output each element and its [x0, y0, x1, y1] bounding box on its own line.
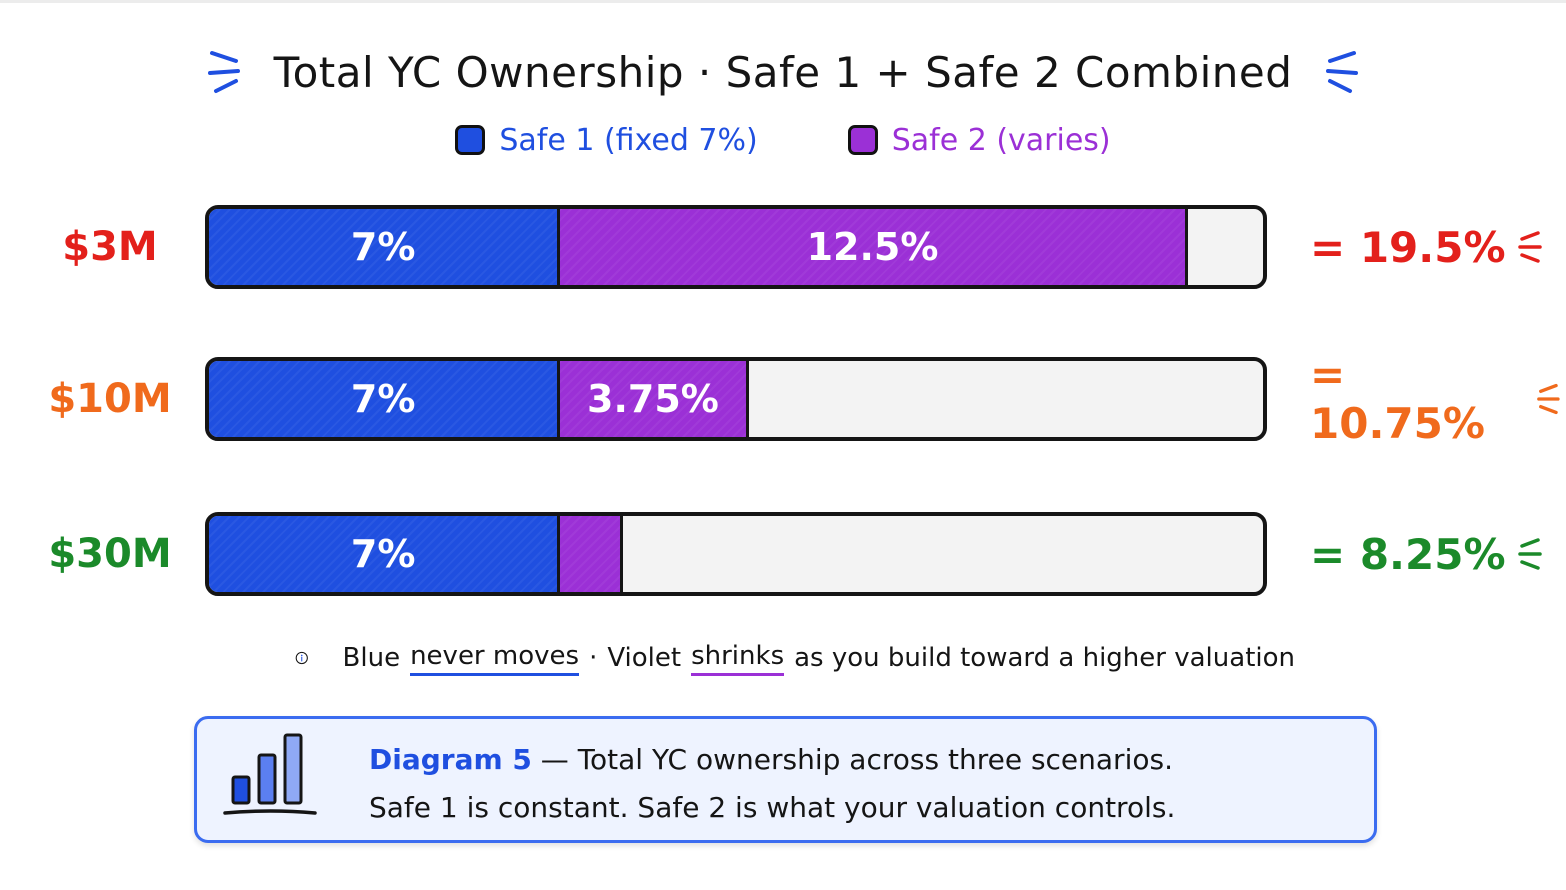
bar-value-label: 7%	[350, 377, 416, 421]
title-row: Total YC Ownership · Safe 1 + Safe 2 Com…	[0, 40, 1566, 104]
note-part-violet: Violet	[607, 643, 682, 673]
info-note: Blue never moves · Violet shrinks as you…	[295, 634, 1295, 682]
note-part-blue: Blue	[342, 643, 401, 673]
bar-segment-safe1: 7%	[209, 516, 561, 592]
bar-track: 7% 3.75%	[205, 357, 1267, 441]
bar-segment-safe1: 7%	[209, 361, 561, 437]
note-shrinks: shrinks	[691, 641, 785, 676]
legend-item-safe1: Safe 1 (fixed 7%)	[455, 122, 758, 158]
emphasis-spark-icon	[1537, 383, 1560, 415]
bar-value-label: 7%	[350, 225, 416, 269]
emphasis-spark-icon	[1517, 231, 1542, 263]
row-total: = 10.75%	[1310, 350, 1560, 448]
legend-label-safe1: Safe 1 (fixed 7%)	[499, 122, 758, 158]
bar-chart-icon	[223, 733, 317, 815]
row-total: = 19.5%	[1310, 212, 1560, 282]
row-label: $3M	[62, 224, 158, 270]
top-divider	[0, 0, 1566, 3]
caption-line-2: Safe 1 is constant. Safe 2 is what your …	[369, 791, 1176, 824]
row-total-value: = 19.5%	[1310, 222, 1506, 272]
info-icon	[295, 651, 308, 665]
row-total: = 8.25%	[1310, 519, 1560, 589]
legend-item-safe2: Safe 2 (varies)	[847, 122, 1111, 158]
chart-title: Total YC Ownership · Safe 1 + Safe 2 Com…	[273, 47, 1293, 97]
legend-swatch-safe1	[455, 125, 486, 155]
bar-segment-safe1: 7%	[209, 209, 561, 285]
bar-track: 7%	[205, 512, 1267, 596]
spark-right-icon	[1326, 51, 1359, 93]
bar-segment-safe2: 12.5%	[560, 209, 1188, 285]
spark-left-icon	[207, 51, 240, 93]
legend-swatch-safe2	[847, 125, 878, 155]
legend: Safe 1 (fixed 7%) Safe 2 (varies)	[0, 112, 1566, 168]
caption-line-1: Diagram 5 — Total YC ownership across th…	[369, 743, 1173, 776]
row-label: $10M	[48, 376, 172, 422]
note-text: Blue never moves · Violet shrinks as you…	[343, 641, 1295, 676]
row-label: $30M	[48, 531, 172, 577]
bar-segment-safe2	[560, 516, 624, 592]
caption-box: Diagram 5 — Total YC ownership across th…	[194, 716, 1377, 843]
row-total-value: = 8.25%	[1310, 529, 1506, 579]
note-separator: ·	[589, 643, 598, 673]
note-rest: as you build toward a higher valuation	[794, 643, 1295, 673]
bar-value-label: 3.75%	[587, 377, 719, 421]
emphasis-spark-icon	[1517, 538, 1542, 570]
caption-line-1-text: — Total YC ownership across three scenar…	[531, 743, 1173, 776]
bar-value-label: 12.5%	[806, 225, 939, 269]
legend-label-safe2: Safe 2 (varies)	[891, 122, 1111, 158]
caption-diagram-label: Diagram 5	[369, 743, 532, 776]
bar-value-label: 7%	[350, 532, 416, 576]
row-total-value: = 10.75%	[1310, 350, 1485, 448]
bar-segment-safe2: 3.75%	[560, 361, 749, 437]
bar-track: 7% 12.5%	[205, 205, 1267, 289]
note-never-moves: never moves	[410, 641, 580, 676]
